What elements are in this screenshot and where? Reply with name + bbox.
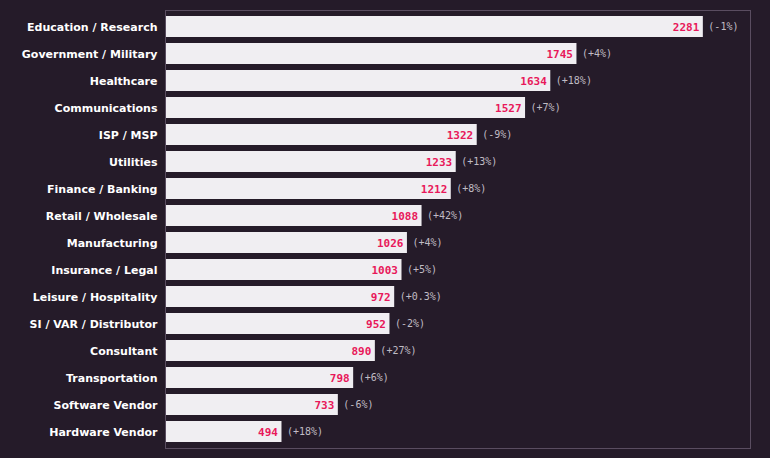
svg-text:(+0.3%): (+0.3%) — [400, 291, 442, 302]
svg-text:(+7%): (+7%) — [531, 102, 561, 113]
svg-text:Consultant: Consultant — [90, 345, 157, 358]
svg-text:(+27%): (+27%) — [380, 345, 416, 356]
svg-text:890: 890 — [351, 345, 371, 358]
svg-text:(+8%): (+8%) — [456, 183, 486, 194]
svg-text:733: 733 — [314, 399, 334, 412]
svg-text:Leisure / Hospitality: Leisure / Hospitality — [33, 291, 158, 304]
svg-text:(+18%): (+18%) — [556, 75, 592, 86]
svg-text:(+4%): (+4%) — [412, 237, 442, 248]
svg-text:(-9%): (-9%) — [482, 129, 512, 140]
svg-text:1233: 1233 — [426, 156, 453, 169]
svg-text:1212: 1212 — [421, 183, 448, 196]
svg-text:494: 494 — [258, 426, 278, 439]
svg-text:972: 972 — [371, 291, 391, 304]
svg-text:(+13%): (+13%) — [461, 156, 497, 167]
svg-text:Transportation: Transportation — [66, 372, 157, 385]
svg-text:1634: 1634 — [520, 75, 547, 88]
svg-text:1527: 1527 — [495, 102, 522, 115]
svg-text:2281: 2281 — [673, 21, 700, 34]
svg-text:Software Vendor: Software Vendor — [54, 399, 158, 412]
svg-text:Communications: Communications — [55, 102, 158, 115]
svg-text:Insurance / Legal: Insurance / Legal — [51, 264, 157, 277]
svg-text:Manufacturing: Manufacturing — [67, 237, 158, 250]
svg-text:(+42%): (+42%) — [427, 210, 463, 221]
svg-text:ISP / MSP: ISP / MSP — [99, 129, 158, 142]
svg-text:Healthcare: Healthcare — [90, 75, 158, 88]
svg-text:Retail / Wholesale: Retail / Wholesale — [46, 210, 158, 223]
svg-text:(-6%): (-6%) — [343, 399, 373, 410]
svg-text:1003: 1003 — [371, 264, 398, 277]
svg-text:1322: 1322 — [447, 129, 474, 142]
svg-text:Hardware Vendor: Hardware Vendor — [49, 426, 158, 439]
svg-text:1088: 1088 — [392, 210, 419, 223]
svg-text:(+6%): (+6%) — [359, 372, 389, 383]
svg-text:(-1%): (-1%) — [708, 21, 738, 32]
svg-text:(+18%): (+18%) — [287, 426, 323, 437]
svg-text:Utilities: Utilities — [109, 156, 158, 169]
svg-text:Education / Research: Education / Research — [27, 21, 157, 34]
svg-text:(-2%): (-2%) — [395, 318, 425, 329]
svg-text:1026: 1026 — [377, 237, 404, 250]
svg-text:798: 798 — [330, 372, 350, 385]
svg-text:Government / Military: Government / Military — [22, 48, 158, 61]
svg-text:SI / VAR / Distributor: SI / VAR / Distributor — [30, 318, 159, 331]
svg-text:(+4%): (+4%) — [582, 48, 612, 59]
svg-text:(+5%): (+5%) — [407, 264, 437, 275]
svg-text:952: 952 — [366, 318, 386, 331]
svg-text:1745: 1745 — [546, 48, 573, 61]
svg-text:Finance / Banking: Finance / Banking — [47, 183, 157, 196]
